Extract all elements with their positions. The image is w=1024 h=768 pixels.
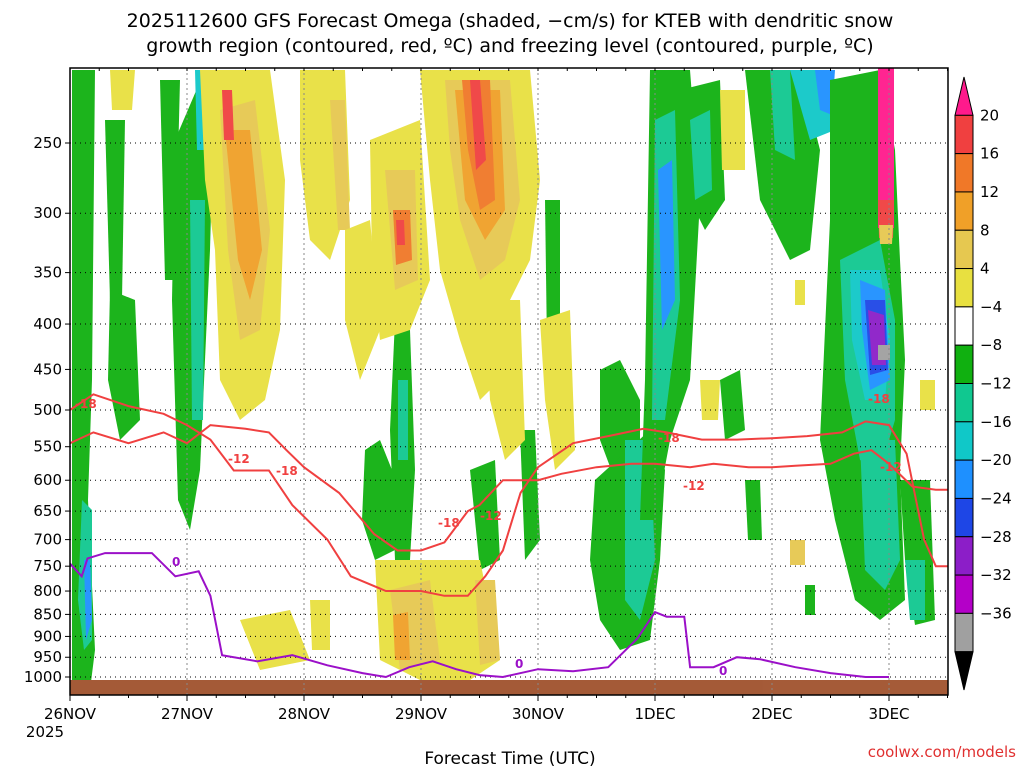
y-tick-label: 300 bbox=[33, 204, 62, 222]
colorbar-label: 4 bbox=[980, 260, 990, 278]
chart-title-line1: 2025112600 GFS Forecast Omega (shaded, −… bbox=[127, 10, 894, 32]
colorbar-cell bbox=[954, 651, 974, 691]
y-tick-label: 450 bbox=[33, 360, 62, 378]
colorbar-label: −36 bbox=[980, 604, 1012, 622]
colorbar-cell bbox=[954, 229, 974, 270]
omega-shading bbox=[70, 68, 948, 695]
colorbar-label: −4 bbox=[980, 298, 1002, 316]
contour-label: -12 bbox=[880, 460, 902, 474]
colorbar-cell bbox=[954, 383, 974, 423]
y-tick-label: 950 bbox=[33, 648, 62, 666]
y-tick-label: 700 bbox=[33, 531, 62, 549]
x-tick-label: 29NOV bbox=[395, 705, 448, 723]
colorbar-cell bbox=[954, 76, 974, 116]
x-tick-label: 28NOV bbox=[278, 705, 331, 723]
red-contour-labels: -18 -12 -18 -18 -12 -18 -12 -18 -12 bbox=[75, 392, 902, 530]
colorbar-label: −32 bbox=[980, 566, 1012, 584]
colorbar-label: −8 bbox=[980, 336, 1002, 354]
x-tick-label: 1DEC bbox=[634, 705, 675, 723]
y-tick-label: 600 bbox=[33, 471, 62, 489]
colorbar-cell bbox=[954, 536, 974, 576]
colorbar-cell bbox=[954, 114, 974, 155]
colorbar-cell bbox=[954, 612, 974, 653]
contour-label: -18 bbox=[276, 464, 298, 478]
y-tick-label: 250 bbox=[33, 134, 62, 152]
colorbar-cell bbox=[954, 153, 974, 193]
y-tick-label: 550 bbox=[33, 438, 62, 456]
x-axis-label: Forecast Time (UTC) bbox=[424, 749, 595, 768]
colorbar-cell bbox=[954, 268, 974, 308]
x-axis-year: 2025 bbox=[26, 723, 64, 741]
colorbar-label: 16 bbox=[980, 145, 999, 163]
x-tick-label: 30NOV bbox=[512, 705, 565, 723]
colorbar-cell bbox=[954, 497, 974, 538]
x-tick-label: 26NOV bbox=[44, 705, 97, 723]
colorbar-cell bbox=[954, 344, 974, 384]
colorbar-label: 12 bbox=[980, 183, 999, 201]
contour-label: 0 bbox=[172, 555, 180, 569]
colorbar-cell bbox=[954, 574, 974, 614]
credit-link[interactable]: coolwx.com/models bbox=[868, 743, 1016, 761]
dgz-minus18-contour bbox=[70, 393, 948, 597]
colorbar-label: −24 bbox=[980, 489, 1012, 507]
y-tick-label: 750 bbox=[33, 557, 62, 575]
contour-label: -18 bbox=[438, 516, 460, 530]
y-tick-label: 900 bbox=[33, 627, 62, 645]
contour-label: -12 bbox=[228, 452, 250, 466]
dgz-minus12-contour bbox=[70, 424, 948, 552]
colorbar-cell bbox=[954, 306, 974, 346]
y-tick-label: 500 bbox=[33, 401, 62, 419]
colorbar-label: 8 bbox=[980, 221, 990, 239]
colorbar-cell bbox=[954, 459, 974, 499]
colorbar-label: −28 bbox=[980, 528, 1012, 546]
colorbar-label: −16 bbox=[980, 413, 1012, 431]
y-tick-label: 650 bbox=[33, 502, 62, 520]
colorbar-cell bbox=[954, 191, 974, 231]
x-tick-label: 3DEC bbox=[868, 705, 909, 723]
y-axis: 250 300 350 400 450 500 550 600 650 700 750 800 850 9… bbox=[24, 134, 70, 686]
colorbar-label: 20 bbox=[980, 106, 999, 124]
y-tick-label: 1000 bbox=[24, 668, 62, 686]
y-tick-label: 800 bbox=[33, 582, 62, 600]
contour-label: -12 bbox=[480, 509, 502, 523]
contour-label: 0 bbox=[719, 664, 727, 678]
colorbar-label: −20 bbox=[980, 451, 1012, 469]
freezing-level-contour bbox=[70, 552, 889, 679]
contour-label: -18 bbox=[868, 392, 890, 406]
y-tick-label: 850 bbox=[33, 605, 62, 623]
contour-label: -12 bbox=[683, 479, 705, 493]
x-axis: 26NOV 27NOV 28NOV 29NOV 30NOV 1DEC 2DEC 3DEC bbox=[44, 68, 948, 723]
x-tick-label: 27NOV bbox=[161, 705, 214, 723]
y-tick-label: 350 bbox=[33, 264, 62, 282]
contour-label: -18 bbox=[75, 397, 97, 411]
chart-title-line2: growth region (contoured, red, ºC) and f… bbox=[146, 35, 873, 57]
y-tick-label: 400 bbox=[33, 315, 62, 333]
x-tick-label: 2DEC bbox=[751, 705, 792, 723]
colorbar-cell bbox=[954, 421, 974, 461]
contour-label: -18 bbox=[658, 431, 680, 445]
colorbar: 20 16 12 8 4 −4 −8 −12 −16 −20 −24 −28 −32 −36 bbox=[954, 76, 1012, 691]
contour-label: 0 bbox=[515, 657, 523, 671]
purple-contour-labels: 0 0 0 bbox=[172, 555, 727, 678]
colorbar-label: −12 bbox=[980, 375, 1012, 393]
